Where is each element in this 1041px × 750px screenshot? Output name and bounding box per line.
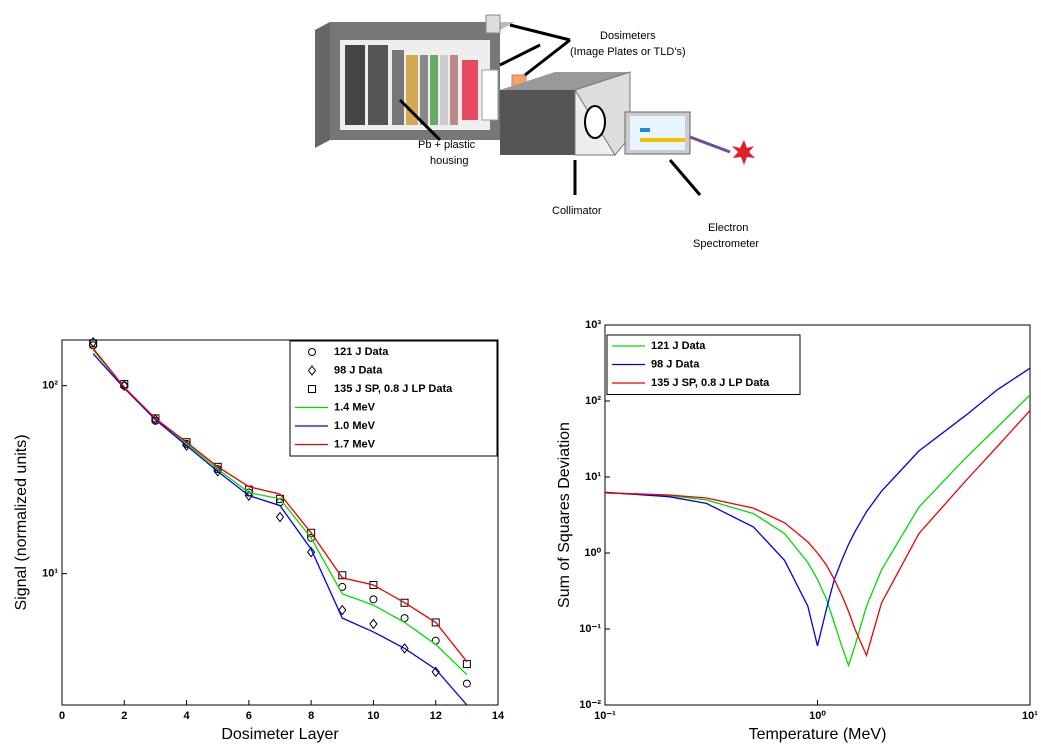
y-tick-label: 10⁰ <box>584 547 601 559</box>
diagram: Dosimeters (Image Plates or TLD's) Pb + … <box>315 14 759 250</box>
x-tick-label: 10⁰ <box>809 710 826 722</box>
y-tick-label: 10¹ <box>42 568 58 580</box>
diagram-label: housing <box>430 155 469 167</box>
diagram-label: Pb + plastic <box>418 139 476 151</box>
series-line <box>92 347 468 663</box>
plot-frame <box>61 339 499 706</box>
marker <box>338 571 347 580</box>
x-tick-label: 2 <box>121 710 127 722</box>
legend-label: 135 J SP, 0.8 J LP Data <box>334 383 453 395</box>
x-tick-label: 8 <box>308 710 314 722</box>
series-line <box>605 410 1030 658</box>
marker <box>369 618 378 630</box>
marker <box>307 546 316 558</box>
x-tick-label: 12 <box>430 710 442 722</box>
y-axis-label: Signal (normalized units) <box>13 434 30 610</box>
marker <box>308 348 316 356</box>
legend-label: 1.4 MeV <box>334 401 376 413</box>
series-line <box>605 367 1030 647</box>
y-axis-label: Sum of Squares Deviation <box>556 422 573 608</box>
marker <box>431 618 440 627</box>
legend-box <box>289 340 498 457</box>
legend-label: 1.7 MeV <box>334 438 376 450</box>
marker <box>275 511 285 523</box>
x-tick-label: 0 <box>59 710 65 722</box>
diagram-label: Dosimeters <box>600 30 656 42</box>
legend-label: 121 J Data <box>651 340 706 352</box>
y-tick-label: 10⁻² <box>579 699 601 711</box>
marker <box>369 580 378 589</box>
marker <box>89 341 98 350</box>
legend-label: 98 J Data <box>651 358 700 370</box>
x-axis-label: Dosimeter Layer <box>221 726 339 743</box>
marker <box>400 614 409 623</box>
legend-label: 1.0 MeV <box>334 420 376 432</box>
diagram-label: Collimator <box>552 205 602 217</box>
y-tick-label: 10² <box>585 395 601 407</box>
marker <box>462 679 471 688</box>
x-tick-label: 10¹ <box>1022 710 1038 722</box>
diagram-label: Spectrometer <box>693 238 759 250</box>
series-line <box>92 353 468 705</box>
y-tick-label: 10³ <box>585 319 601 331</box>
x-axis-label: Temperature (MeV) <box>749 726 887 743</box>
x-tick-label: 6 <box>246 710 252 722</box>
x-tick-label: 10⁻¹ <box>594 710 616 722</box>
x-tick-label: 14 <box>492 710 505 722</box>
marker <box>431 666 440 678</box>
marker <box>307 365 317 376</box>
marker <box>308 385 316 393</box>
x-tick-label: 10 <box>367 710 379 722</box>
marker <box>400 598 409 607</box>
diagram-label: Electron <box>708 222 748 234</box>
marker <box>151 414 160 423</box>
y-tick-label: 10¹ <box>585 471 601 483</box>
y-tick-label: 10² <box>42 380 58 392</box>
y-tick-label: 10⁻¹ <box>579 623 601 635</box>
diagram-label: (Image Plates or TLD's) <box>570 46 686 58</box>
legend-label: 121 J Data <box>334 346 389 358</box>
marker <box>89 339 98 348</box>
x-tick-label: 4 <box>184 710 191 722</box>
legend-label: 135 J SP, 0.8 J LP Data <box>651 377 770 389</box>
series-line <box>605 394 1030 668</box>
marker <box>338 604 347 616</box>
legend-label: 98 J Data <box>334 364 383 376</box>
marker <box>369 595 378 604</box>
